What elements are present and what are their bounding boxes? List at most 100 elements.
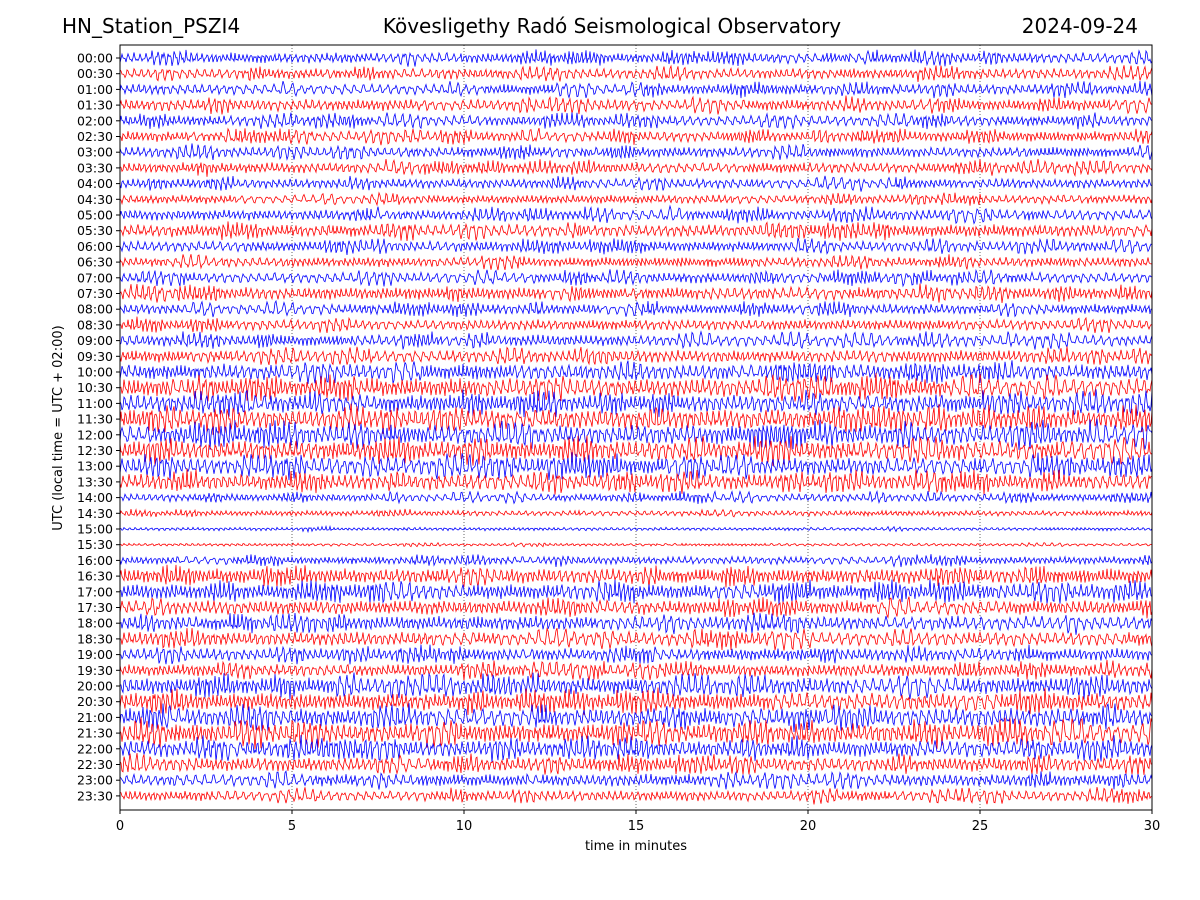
trace-1130 [119,403,1153,435]
y-tick-label: 06:00 [77,239,113,254]
trace-1400 [120,489,1153,505]
y-tick-label: 21:00 [77,710,113,725]
x-tick-label: 30 [1144,819,1161,834]
y-tick-label: 02:30 [77,129,113,144]
y-tick-label: 06:30 [77,255,113,270]
trace-0230 [119,127,1153,146]
trace-1230 [119,435,1153,467]
trace-0500 [119,204,1153,225]
y-tick-label: 15:00 [77,522,113,537]
y-tick-label: 11:30 [77,412,113,427]
trace-0130 [119,95,1153,115]
trace-0930 [119,346,1153,366]
y-tick-label: 22:30 [77,757,113,772]
trace-2100 [119,703,1153,733]
trace-2130 [119,717,1153,750]
y-tick-label: 22:00 [77,741,113,756]
y-tick-label: 13:00 [77,459,113,474]
y-tick-label: 21:30 [77,726,113,741]
y-tick-label: 16:30 [77,569,113,584]
y-tick-label: 16:00 [77,553,113,568]
trace-1030 [119,372,1153,403]
trace-0730 [119,283,1153,304]
y-tick-label: 19:30 [77,663,113,678]
trace-1430 [119,508,1153,518]
y-tick-label: 13:30 [77,474,113,489]
y-tick-label: 18:00 [77,616,113,631]
trace-1630 [119,564,1153,588]
trace-0800 [119,299,1153,318]
trace-1530 [119,541,1153,548]
x-tick-label: 25 [972,819,989,834]
trace-1800 [119,612,1153,635]
y-tick-label: 07:30 [77,286,113,301]
y-tick-label: 07:00 [77,270,113,285]
y-tick-label: 01:30 [77,98,113,113]
trace-1830 [119,627,1153,651]
trace-0300 [119,143,1153,161]
trace-0530 [119,221,1153,241]
trace-0830 [119,316,1153,333]
trace-1200 [119,418,1153,450]
x-axis: 0 5 10 15 20 25 30 [116,810,1160,834]
y-tick-label: 23:30 [77,788,113,803]
y-tick-label: 00:30 [77,66,113,81]
y-tick-label: 15:30 [77,537,113,552]
trace-0200 [119,112,1153,130]
y-tick-label: 11:00 [77,396,113,411]
y-tick-label: 17:30 [77,600,113,615]
trace-0630 [119,254,1153,271]
trace-0100 [119,80,1153,99]
trace-2330 [119,787,1153,805]
trace-0030 [119,64,1153,83]
y-tick-label: 18:30 [77,631,113,646]
y-tick-label: 03:00 [77,145,113,160]
y-tick-label: 08:00 [77,302,113,317]
y-axis-label: UTC (local time = UTC + 02:00) [51,325,66,530]
trace-1330 [119,468,1153,495]
y-tick-label: 20:30 [77,694,113,709]
y-tick-label: 03:30 [77,160,113,175]
y-tick-label: 10:00 [77,365,113,380]
y-tick-label: 09:00 [77,333,113,348]
y-tick-label: 14:30 [77,506,113,521]
y-tick-label: 12:30 [77,443,113,458]
y-tick-label: 05:00 [77,208,113,223]
y-tick-label: 00:00 [77,51,113,66]
trace-1500 [119,524,1153,534]
y-tick-label: 14:00 [77,490,113,505]
chart-title: Kövesligethy Radó Seismological Observat… [382,14,842,38]
y-tick-label: 09:30 [77,349,113,364]
chart-date: 2024-09-24 [1021,14,1138,38]
trace-2200 [119,735,1153,763]
trace-1100 [119,389,1153,418]
seismic-traces [119,49,1153,805]
y-tick-label: 08:30 [77,317,113,332]
trace-1730 [119,596,1153,619]
x-tick-label: 5 [288,819,296,834]
trace-1900 [119,644,1153,665]
trace-0400 [119,175,1153,192]
y-tick-label: 23:00 [77,773,113,788]
trace-1930 [119,660,1153,681]
y-tick-label: 04:00 [77,176,113,191]
trace-2300 [119,770,1153,790]
y-tick-label: 20:00 [77,679,113,694]
trace-0330 [119,158,1153,178]
y-tick-label: 19:00 [77,647,113,662]
y-tick-label: 01:00 [77,82,113,97]
y-tick-label: 02:00 [77,113,113,128]
y-tick-label: 05:30 [77,223,113,238]
y-tick-label: 17:00 [77,584,113,599]
y-tick-label: 12:00 [77,427,113,442]
x-tick-label: 20 [800,819,817,834]
x-axis-label: time in minutes [585,839,687,854]
trace-2230 [119,752,1153,777]
x-tick-label: 0 [116,819,124,834]
x-tick-label: 15 [628,819,645,834]
trace-1700 [119,579,1153,605]
station-name: HN_Station_PSZI4 [62,14,241,38]
trace-1000 [119,360,1153,385]
trace-1300 [119,452,1153,481]
